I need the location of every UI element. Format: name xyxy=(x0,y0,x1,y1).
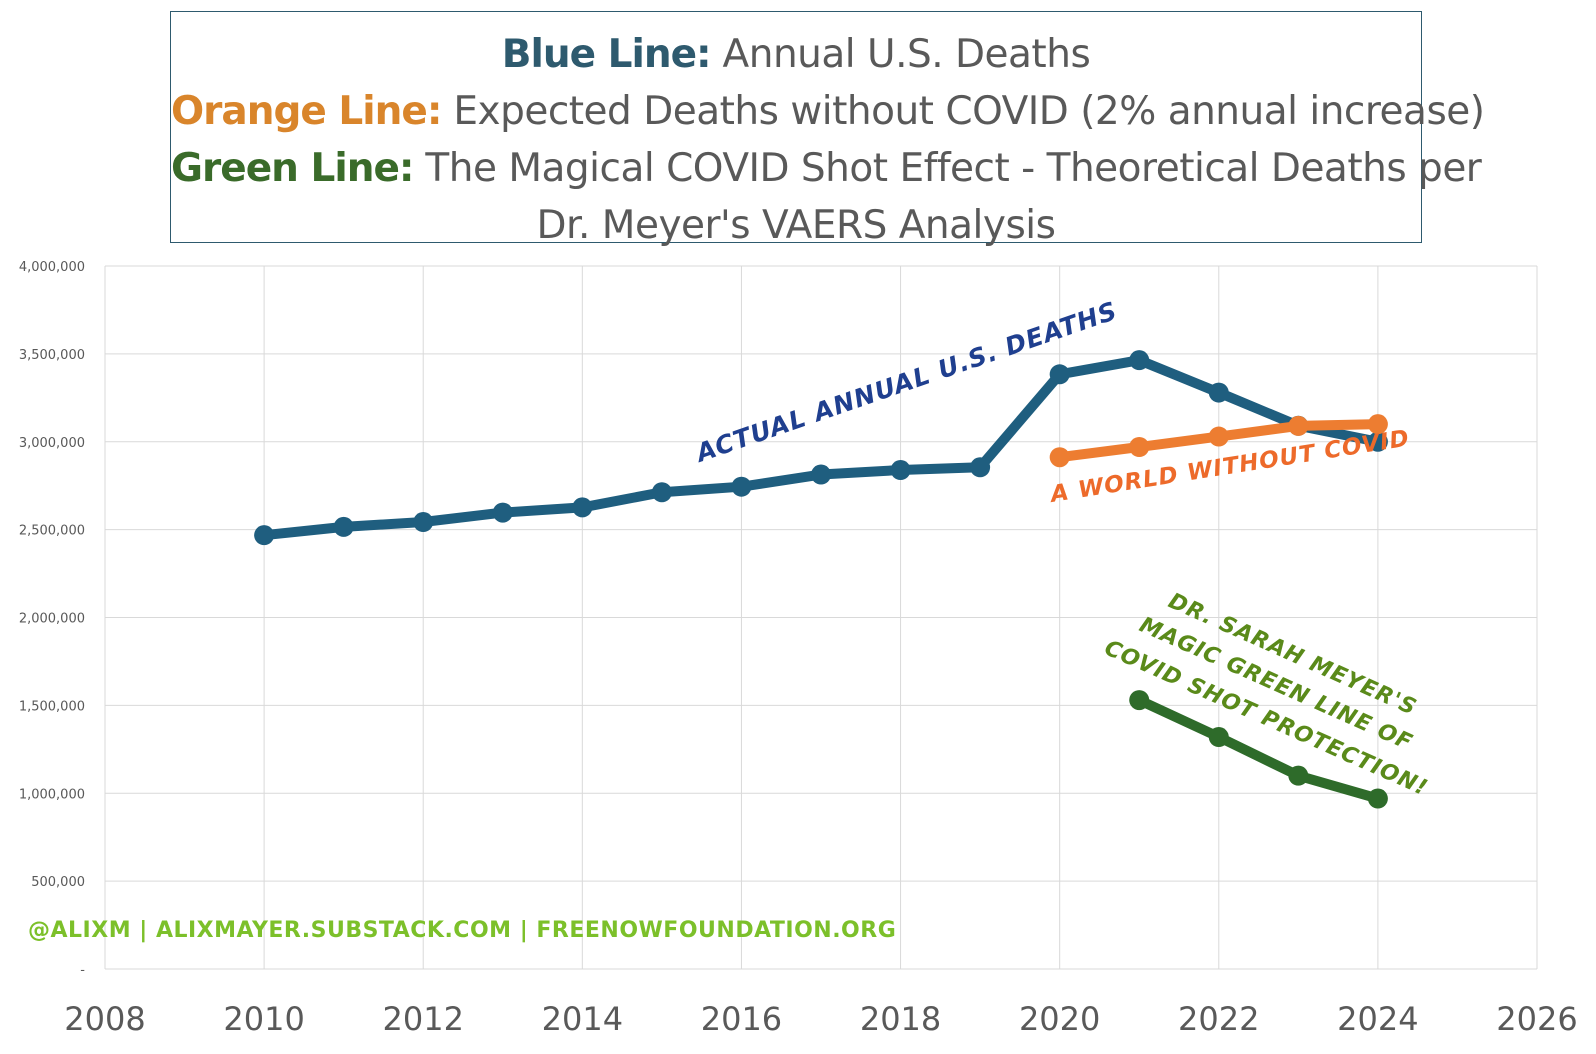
data-point-orange xyxy=(1208,426,1229,447)
data-point-blue xyxy=(811,464,831,485)
data-point-blue xyxy=(254,525,275,546)
y-tick-label: 2,000,000 xyxy=(19,612,85,627)
x-tick-label: 2020 xyxy=(1019,1000,1100,1038)
legend-text-green: The Magical COVID Shot Effect - Theoreti… xyxy=(413,146,1482,191)
data-point-green xyxy=(1208,727,1229,748)
data-point-blue xyxy=(1208,382,1229,403)
y-tick-label: 500,000 xyxy=(31,875,85,890)
data-point-green xyxy=(1367,788,1388,809)
data-point-orange xyxy=(1129,436,1150,457)
x-tick-label: 2008 xyxy=(64,1000,145,1038)
data-point-orange xyxy=(1367,414,1388,435)
legend-key-green: Green Line: xyxy=(171,146,415,191)
chart-grid xyxy=(104,265,1538,970)
series-line-blue xyxy=(259,355,1383,541)
x-tick-label: 2016 xyxy=(701,1000,782,1038)
x-tick-label: 2022 xyxy=(1178,1000,1259,1038)
data-point-orange xyxy=(1288,415,1309,436)
y-tick-label: 2,500,000 xyxy=(19,524,85,539)
data-point-blue xyxy=(492,502,513,523)
data-point-blue xyxy=(1049,364,1070,385)
legend-line-orange: Orange Line: Expected Deaths without COV… xyxy=(171,83,1485,140)
legend-key-orange: Orange Line: xyxy=(171,89,442,134)
data-point-blue xyxy=(572,497,593,518)
data-point-blue xyxy=(1129,350,1150,371)
y-tick-label: 1,000,000 xyxy=(19,787,85,802)
data-point-blue xyxy=(651,482,672,503)
legend-text-orange: Expected Deaths without COVID (2% annual… xyxy=(441,89,1485,134)
credits-text: @ALIXM | ALIXMAYER.SUBSTACK.COM | FREENO… xyxy=(28,918,897,943)
chart-series xyxy=(254,350,1388,809)
y-tick-label: 1,500,000 xyxy=(19,699,85,714)
data-point-green xyxy=(1129,690,1150,711)
data-point-blue xyxy=(413,512,434,533)
data-point-blue xyxy=(970,457,991,478)
y-tick-label: 3,500,000 xyxy=(19,348,85,363)
y-tick-label: 4,000,000 xyxy=(19,260,85,275)
x-axis-ticks: 2008 2010 2012 2014 2016 2018 2020 2022 2024 2026 xyxy=(64,1000,1577,1038)
legend-text-blue: Annual U.S. Deaths xyxy=(710,32,1091,77)
x-tick-label: 2024 xyxy=(1337,1000,1418,1038)
x-tick-label: 2026 xyxy=(1496,1000,1577,1038)
x-tick-label: 2018 xyxy=(860,1000,941,1038)
data-point-blue xyxy=(890,460,911,481)
data-point-blue xyxy=(731,476,752,497)
legend-key-blue: Blue Line: xyxy=(501,32,712,77)
legend-line-green-cont: Dr. Meyer's VAERS Analysis xyxy=(171,197,1421,254)
x-tick-label: 2014 xyxy=(542,1000,623,1038)
x-tick-label: 2012 xyxy=(383,1000,464,1038)
data-point-green xyxy=(1288,765,1309,786)
data-point-blue xyxy=(1367,431,1388,452)
y-axis-ticks: - 500,000 1,000,000 1,500,000 2,000,000 2,500… xyxy=(19,260,85,978)
y-tick-label: - xyxy=(80,963,85,978)
y-tick-label: 3,000,000 xyxy=(19,436,85,451)
x-tick-label: 2010 xyxy=(223,1000,304,1038)
legend-line-green: Green Line: The Magical COVID Shot Effec… xyxy=(171,140,1482,197)
legend-text-green-cont: Dr. Meyer's VAERS Analysis xyxy=(536,203,1056,248)
data-point-orange xyxy=(1049,447,1070,468)
series-line-green xyxy=(1134,695,1383,804)
data-point-blue xyxy=(333,516,354,537)
legend-line-blue: Blue Line: Annual U.S. Deaths xyxy=(171,26,1421,83)
chart-legend-box: Blue Line: Annual U.S. Deaths Orange Lin… xyxy=(170,11,1485,248)
